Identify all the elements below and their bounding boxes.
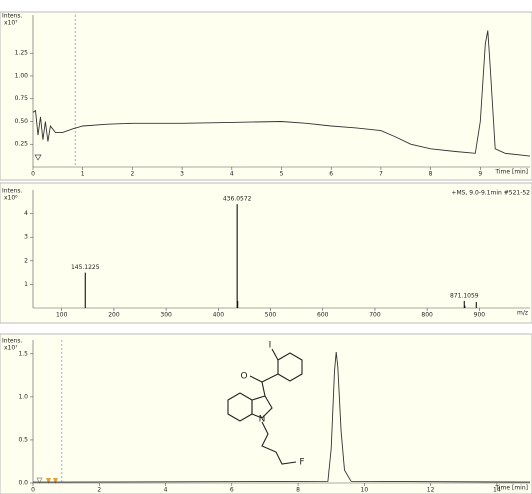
marker-triangle [34, 154, 42, 161]
x-tick-label: 12 [427, 487, 435, 494]
x-tick-label: 200 [108, 312, 120, 319]
y-tick-label: 3 [24, 234, 28, 241]
x-tick-label: 300 [160, 312, 172, 319]
bond [271, 348, 279, 361]
x-tick-label: 5 [280, 171, 284, 178]
y-tick-label: 1 [24, 281, 28, 288]
y-axis-unit: x10⁷ [4, 20, 18, 27]
chart-title: +MS, 9.0-9.1min #521-52 [451, 190, 530, 197]
panel [0, 11, 532, 181]
bond [261, 381, 266, 397]
marker-triangle [36, 477, 43, 484]
x-tick-label: 14 [493, 487, 501, 494]
x-tick-label: 900 [474, 312, 486, 319]
y-axis-label: Intens. [2, 13, 23, 20]
x-tick-label: 10 [361, 487, 369, 494]
x-tick-label: 4 [164, 487, 168, 494]
x-tick-label: 3 [180, 171, 184, 178]
peak-label: 145.1225 [71, 264, 100, 271]
y-axis-label: Intens. [2, 338, 23, 345]
molecule: O I N F [227, 341, 305, 468]
x-tick-label: 0 [31, 487, 35, 494]
x-tick-label: 6 [329, 171, 333, 178]
chain [261, 421, 297, 465]
x-axis-label: Time [min] [494, 485, 528, 492]
y-axis-unit: x10⁶ [4, 195, 18, 202]
x-axis-label: Time [min] [494, 169, 528, 176]
y-tick-label: 0.75 [15, 95, 29, 102]
y-tick-label: 0.0 [18, 480, 28, 487]
y-axis-unit: x10⁷ [4, 345, 18, 352]
peak-label: 436.0572 [223, 196, 252, 203]
atom-label: F [299, 458, 304, 468]
y-tick-label: 0.25 [15, 141, 29, 148]
x-tick-label: 0 [31, 171, 35, 178]
x-tick-label: 4 [230, 171, 234, 178]
bond [249, 375, 263, 383]
y-tick-label: 2 [24, 257, 28, 264]
x-tick-label: 8 [429, 171, 433, 178]
x-tick-label: 2 [130, 171, 134, 178]
marker-triangle [46, 478, 51, 484]
x-axis-label: m/z [517, 310, 528, 317]
x-tick-label: 2 [97, 487, 101, 494]
marker-triangle [53, 478, 58, 484]
atom-label: I [269, 341, 272, 351]
y-tick-label: 0.50 [15, 118, 29, 125]
y-tick-label: 1.00 [15, 72, 29, 79]
peak-label: 871.1059 [450, 292, 479, 299]
y-tick-label: 1.0 [18, 393, 28, 400]
x-tick-label: 8 [296, 487, 300, 494]
x-tick-label: 1 [81, 171, 85, 178]
y-tick-label: 1.25 [15, 50, 29, 57]
x-tick-label: 100 [56, 312, 68, 319]
y-tick-label: 0.5 [18, 436, 28, 443]
x-tick-label: 700 [369, 312, 381, 319]
bond [261, 373, 279, 383]
x-tick-label: 7 [379, 171, 383, 178]
x-tick-label: 400 [213, 312, 225, 319]
x-tick-label: 9 [478, 171, 482, 178]
pyrrole-ring [251, 395, 273, 419]
x-tick-label: 500 [265, 312, 277, 319]
y-tick-label: 4 [24, 210, 28, 217]
y-tick-label: 1.5 [18, 350, 28, 357]
y-axis-label: Intens. [2, 188, 23, 195]
atom-label: O [240, 372, 247, 382]
x-tick-label: 800 [421, 312, 433, 319]
trace [33, 352, 531, 483]
trace [32, 30, 531, 157]
atom-label: N [259, 415, 266, 425]
x-tick-label: 6 [230, 487, 234, 494]
x-tick-label: 600 [317, 312, 329, 319]
panel [0, 182, 532, 324]
